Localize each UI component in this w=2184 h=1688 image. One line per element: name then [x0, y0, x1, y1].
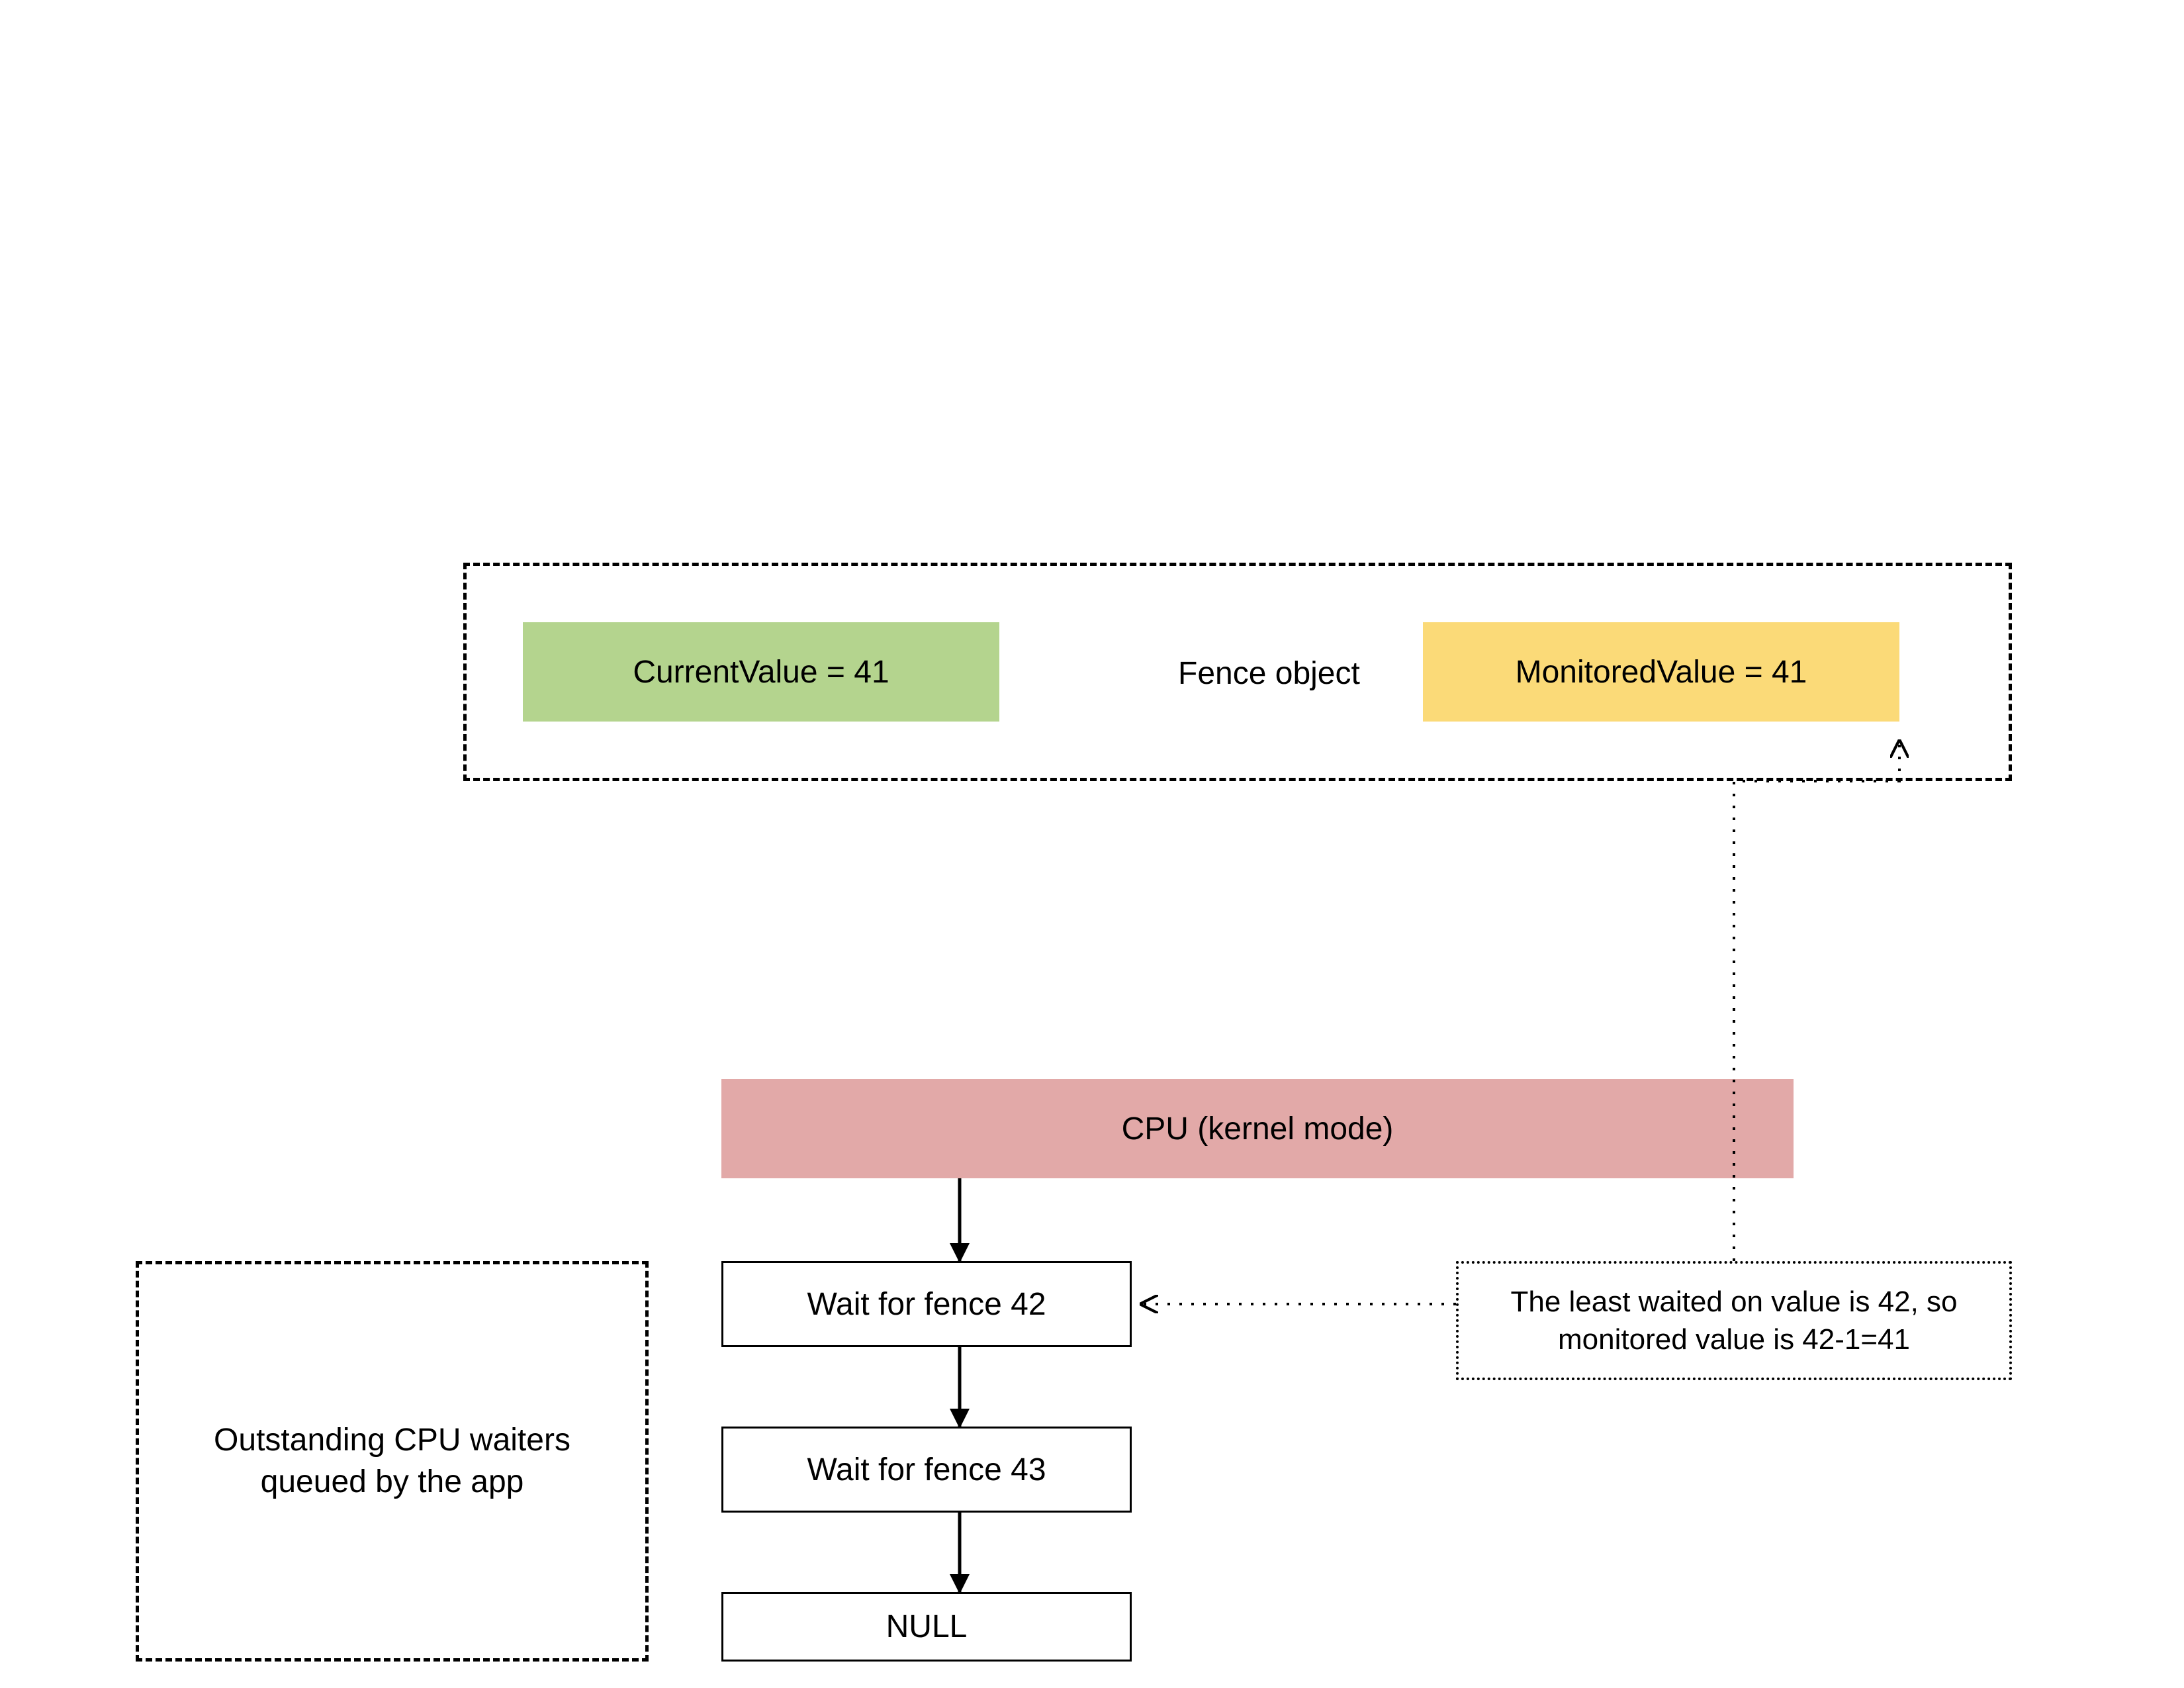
waiters-note-container: Outstanding CPU waiters queued by the ap…	[136, 1261, 649, 1662]
cpu-label: CPU (kernel mode)	[1122, 1111, 1394, 1147]
waiter-box-0: Wait for fence 42	[721, 1261, 1132, 1347]
diagram-canvas: Fence object CurrentValue = 41 Monitored…	[0, 0, 2184, 1688]
waiter-label: NULL	[886, 1609, 968, 1645]
waiter-label: Wait for fence 42	[807, 1286, 1046, 1323]
monitored-value-box: MonitoredValue = 41	[1423, 622, 1899, 722]
cpu-box: CPU (kernel mode)	[721, 1079, 1794, 1178]
monitored-value-label: MonitoredValue = 41	[1516, 654, 1807, 690]
current-value-label: CurrentValue = 41	[633, 654, 889, 690]
annotation-container: The least waited on value is 42, so moni…	[1456, 1261, 2012, 1380]
waiters-note-text: Outstanding CPU waiters queued by the ap…	[214, 1420, 570, 1503]
current-value-box: CurrentValue = 41	[523, 622, 999, 722]
waiter-label: Wait for fence 43	[807, 1452, 1046, 1488]
waiter-box-2: NULL	[721, 1592, 1132, 1662]
annotation-text: The least waited on value is 42, so moni…	[1510, 1283, 1957, 1358]
fence-object-title: Fence object	[1178, 655, 1360, 692]
waiter-box-1: Wait for fence 43	[721, 1427, 1132, 1513]
edge-dotted	[1734, 741, 1899, 1261]
